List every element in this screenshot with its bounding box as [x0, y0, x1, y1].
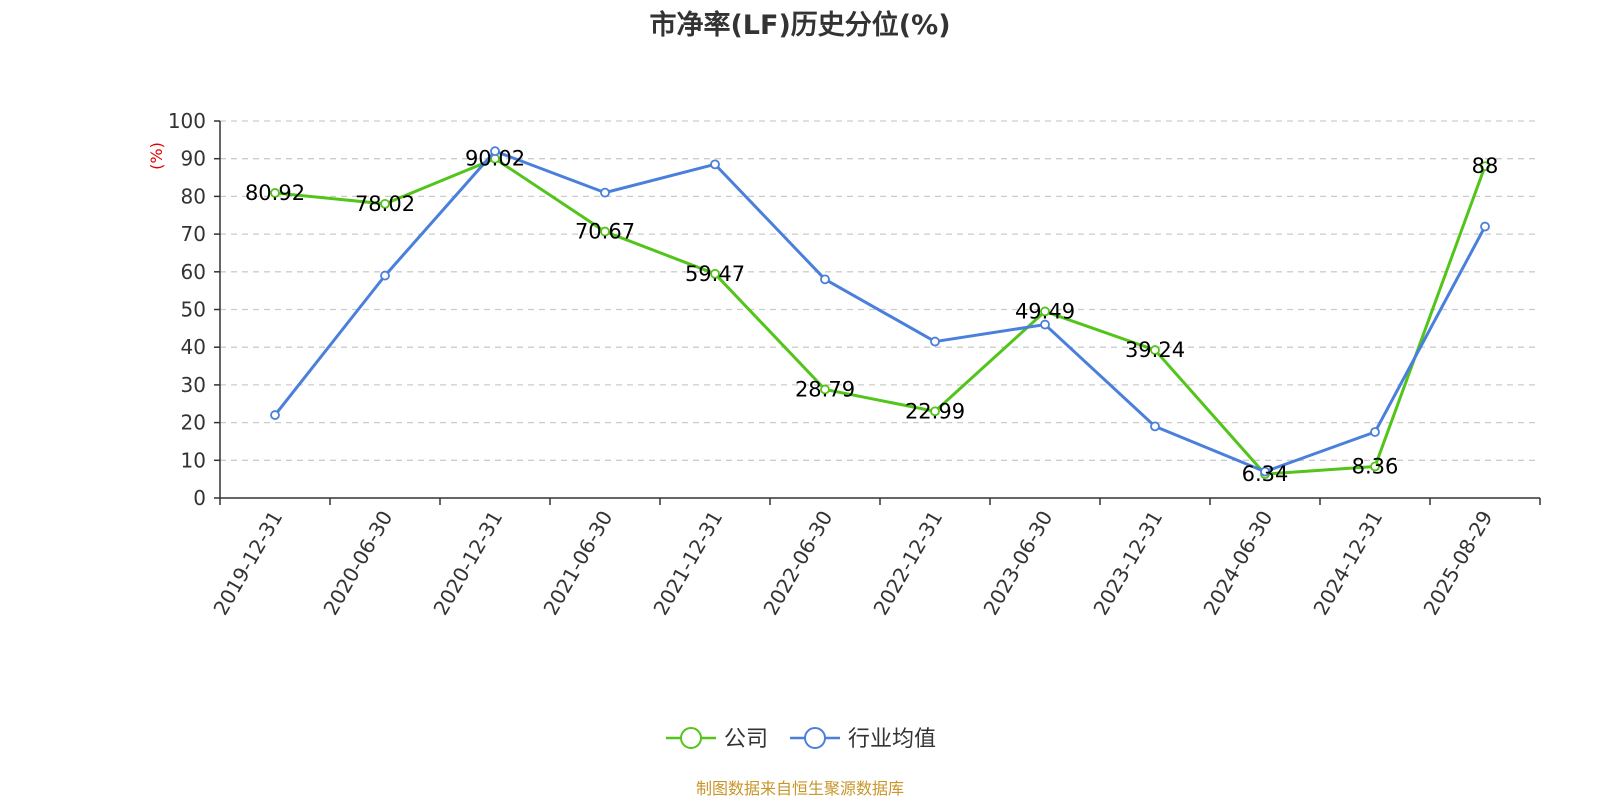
- axes: 0 10 20 30 40 50 60 70 80 90 100 2019-12-31 2020-06-…: [168, 109, 1541, 620]
- y-tick-label: 90: [181, 147, 206, 171]
- legend-label: 行业均值: [848, 727, 936, 752]
- y-tick-label: 70: [181, 222, 206, 246]
- data-label: 6.34: [1242, 462, 1289, 486]
- data-label: 22.99: [905, 399, 965, 423]
- y-tick-label: 10: [181, 448, 206, 472]
- data-point: [710, 268, 720, 279]
- series-line: [274, 157, 1487, 476]
- y-tick-label: 40: [181, 335, 206, 359]
- x-tick-label: 2020-12-31: [428, 507, 507, 620]
- data-point: [930, 406, 940, 417]
- data-label: 78.02: [355, 192, 415, 216]
- legend-marker-icon: [804, 727, 826, 749]
- data-point: [820, 384, 830, 395]
- data-point: [710, 159, 720, 170]
- legend-label: 公司: [724, 727, 768, 752]
- data-label: 88: [1472, 154, 1499, 178]
- x-tick-label: 2021-06-30: [538, 507, 617, 620]
- chart-title: 市净率(LF)历史分位(%): [649, 9, 950, 41]
- data-label: 80.92: [245, 181, 305, 205]
- data-point: [1370, 427, 1380, 437]
- data-point: [1260, 466, 1270, 477]
- data-point: [600, 226, 610, 237]
- x-tick-label: 2023-06-30: [978, 507, 1057, 620]
- data-point: [600, 187, 610, 198]
- data-point: [1150, 345, 1160, 355]
- y-tick-label: 60: [181, 260, 206, 284]
- data-point: [1040, 319, 1050, 330]
- x-tick-label: 2023-12-31: [1088, 507, 1167, 620]
- x-tick-label: 2025-08-29: [1418, 507, 1497, 620]
- data-label: 49.49: [1015, 299, 1075, 323]
- x-tick-label: 2021-12-31: [648, 507, 727, 620]
- y-tick-label: 100: [168, 109, 206, 133]
- data-point: [1150, 421, 1160, 432]
- x-tick-label: 2022-06-30: [758, 507, 837, 620]
- data-point: [930, 336, 940, 347]
- x-tick-label: 2020-06-30: [318, 507, 397, 620]
- data-point: [380, 270, 390, 281]
- y-tick-label: 50: [181, 298, 206, 322]
- y-tick-label: 30: [181, 373, 206, 397]
- data-point: [270, 188, 280, 198]
- data-label: 59.47: [685, 262, 745, 286]
- data-point: [1480, 221, 1490, 232]
- series-layer: [270, 146, 1490, 479]
- source-text: 制图数据来自恒生聚源数据库: [696, 779, 904, 798]
- data-point: [1370, 461, 1380, 472]
- legend: 公司 行业均值: [666, 727, 936, 752]
- data-point: [380, 198, 390, 209]
- data-label: 90.02: [465, 147, 525, 171]
- data-point: [270, 410, 280, 420]
- y-tick-label: 80: [181, 184, 206, 208]
- data-point: [490, 146, 500, 157]
- x-tick-label: 2024-12-31: [1308, 507, 1387, 620]
- y-tick-label: 20: [181, 411, 206, 435]
- data-point: [1480, 161, 1490, 172]
- y-axis-unit-label: (%): [147, 142, 166, 170]
- x-tick-label: 2019-12-31: [208, 507, 287, 620]
- y-tick-label: 0: [193, 486, 206, 510]
- data-label: 70.67: [575, 220, 635, 244]
- data-labels: 80.92 78.02 90.02 70.67 59.47 28.79 22.99 49.49…: [245, 147, 1498, 486]
- data-point: [1040, 306, 1050, 317]
- legend-marker-icon: [680, 727, 702, 749]
- data-point: [820, 274, 830, 285]
- data-label: 8.36: [1352, 454, 1399, 478]
- series-line: [273, 149, 1487, 474]
- x-tick-label: 2024-06-30: [1198, 507, 1277, 620]
- data-label: 28.79: [795, 377, 855, 401]
- grid-lines: [220, 120, 1540, 461]
- data-label: 39.24: [1125, 338, 1185, 362]
- x-tick-label: 2022-12-31: [868, 507, 947, 620]
